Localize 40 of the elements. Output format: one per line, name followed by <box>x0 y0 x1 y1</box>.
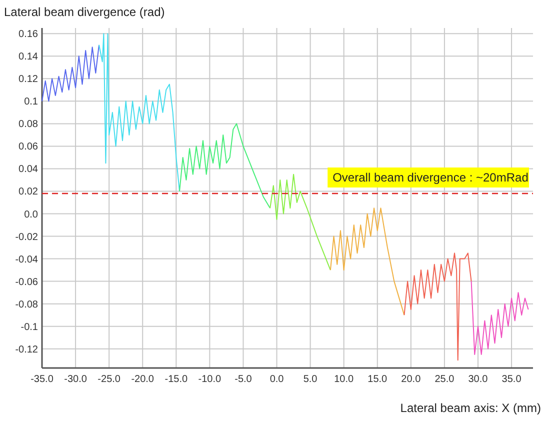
line-series <box>404 252 472 361</box>
y-tick-label: 0.04 <box>18 164 38 176</box>
x-tick-label: -30.0 <box>64 374 88 385</box>
line-series <box>470 280 529 355</box>
ref-line-label: Overall beam divergence : ~20mRad <box>332 170 528 184</box>
y-tick-label: 0.1 <box>24 96 38 108</box>
y-tick-label: 0.08 <box>18 119 38 130</box>
y-tick-label: 0.02 <box>18 186 38 198</box>
x-tick-label: 35.0 <box>502 374 522 385</box>
y-tick-label: -0.04 <box>15 254 38 266</box>
x-tick-label: 5.0 <box>303 374 318 385</box>
line-series <box>42 44 100 102</box>
y-tick-label: 0.0 <box>24 209 38 220</box>
y-tick-label: -0.12 <box>15 344 38 356</box>
x-tick-label: -15.0 <box>164 374 188 385</box>
x-tick-label: -5.0 <box>234 374 252 385</box>
y-axis-title: Lateral beam divergence (rad) <box>4 5 165 19</box>
y-tick-label: 0.16 <box>18 29 38 40</box>
y-tick-label: -0.08 <box>15 299 38 310</box>
y-tick-label: -0.06 <box>15 276 38 288</box>
y-tick-label: 0.14 <box>18 52 38 63</box>
x-tick-label: -10.0 <box>198 374 222 385</box>
y-tick-label: -0.1 <box>20 322 38 333</box>
x-tick-label: -20.0 <box>131 374 154 385</box>
x-tick-label: 20.0 <box>401 374 422 385</box>
line-series <box>270 174 331 271</box>
x-tick-label: 25.0 <box>434 374 455 385</box>
x-axis-title: Lateral beam axis: X (mm) <box>400 401 541 415</box>
line-series <box>98 33 180 192</box>
line-series <box>330 208 405 316</box>
x-tick-label: -35.0 <box>30 374 54 385</box>
x-tick-label: 30.0 <box>468 374 488 385</box>
x-tick-label: 10.0 <box>334 374 354 385</box>
y-tick-label: 0.06 <box>18 142 38 153</box>
x-tick-label: 15.0 <box>368 374 388 385</box>
x-tick-label: 0.0 <box>270 374 284 385</box>
line-series <box>179 123 271 209</box>
y-tick-label: 0.12 <box>18 74 38 86</box>
y-tick-label: -0.02 <box>15 232 38 243</box>
x-tick-label: -25.0 <box>98 374 121 385</box>
